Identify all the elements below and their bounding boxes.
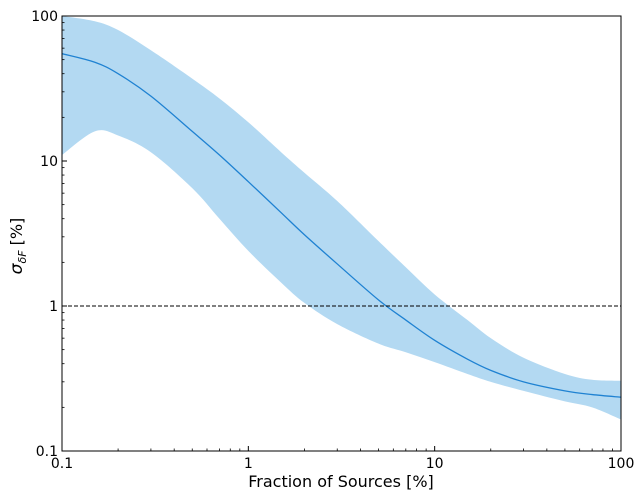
plot-area (62, 16, 621, 420)
x-tick-label: 10 (426, 456, 444, 472)
y-tick-label: 0.1 (36, 444, 58, 460)
confidence-band (62, 16, 621, 420)
x-axis-label: Fraction of Sources [%] (248, 472, 434, 491)
y-tick-label: 100 (31, 9, 58, 25)
series-line (62, 53, 621, 398)
x-tick-label: 1 (244, 456, 253, 472)
x-tick-label: 0.1 (51, 456, 73, 472)
y-tick-label: 1 (49, 299, 58, 315)
y-axis-label-subscript: δF (16, 250, 29, 264)
y-axis-label-symbol: σ (7, 262, 27, 274)
plot-frame (61, 15, 622, 452)
x-tick-label: 100 (608, 456, 635, 472)
y-axis-label-unit: [%] (7, 218, 26, 251)
y-tick-label: 10 (40, 154, 58, 170)
y-axis-label: σδF [%] (7, 218, 29, 275)
